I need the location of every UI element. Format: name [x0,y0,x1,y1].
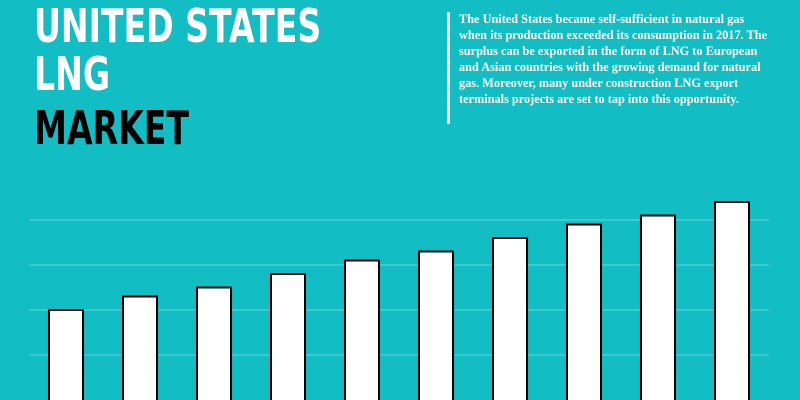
bar [639,214,677,400]
bar [417,250,455,400]
bar [491,237,529,400]
bar [269,273,307,400]
description-box: The United States became self-sufficient… [447,12,769,124]
bar [47,309,85,400]
description: The United States became self-sufficient… [459,12,768,106]
title-line: MARKET [34,101,189,155]
bar [713,201,751,400]
title-line: LNG [34,47,111,101]
bar [565,223,603,400]
bar [121,295,159,400]
bar [195,286,233,400]
bar [343,259,381,400]
title-line: UNITED STATES [34,0,322,53]
